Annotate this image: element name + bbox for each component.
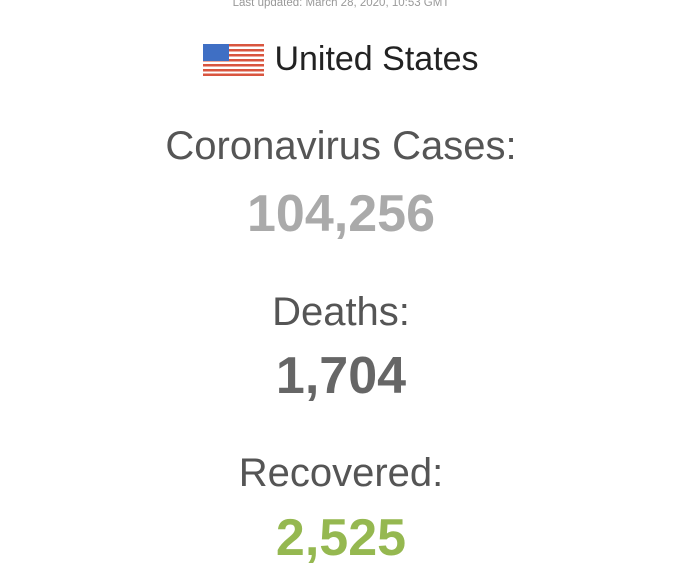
us-flag-icon (203, 43, 265, 76)
cases-label: Coronavirus Cases: (165, 124, 517, 168)
recovered-label: Recovered: (238, 451, 444, 495)
deaths-count: 1,704 (275, 347, 407, 405)
last-updated: Last updated: March 28, 2020, 10:53 GMT (232, 0, 450, 9)
cases-count: 104,256 (247, 185, 435, 243)
deaths-label: Deaths: (272, 290, 410, 334)
country-name: United States (274, 40, 479, 78)
recovered-count: 2,525 (275, 509, 407, 567)
country-header: United States (0, 40, 682, 79)
